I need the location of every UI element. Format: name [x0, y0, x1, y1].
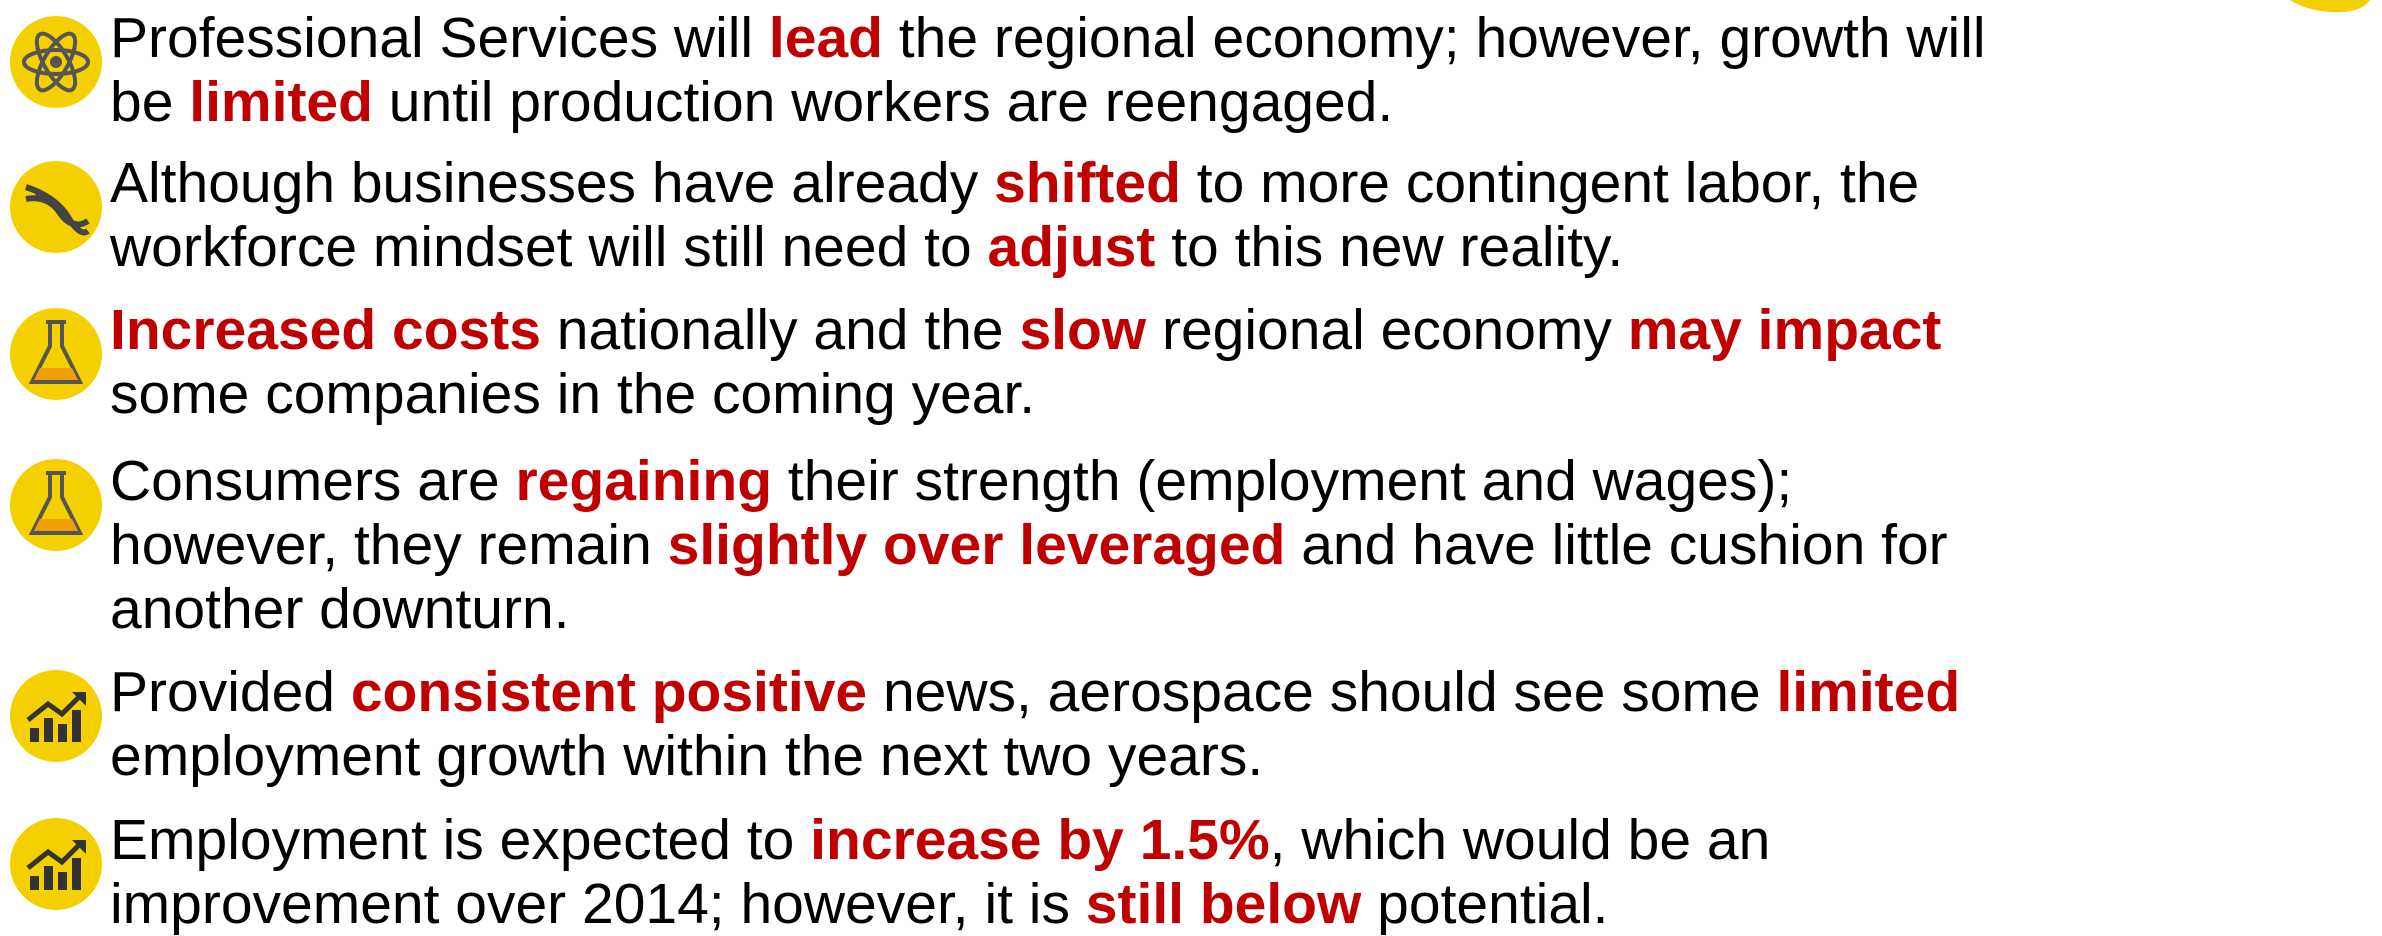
highlighted-text: slightly over leveraged	[667, 513, 1286, 577]
text: workforce mindset will still need to	[110, 215, 988, 279]
text-line: Provided consistent positive news, aeros…	[110, 660, 1960, 724]
text: Employment is expected to	[110, 808, 811, 872]
text-line: some companies in the coming year.	[110, 362, 1941, 426]
text-line: Consumers are regaining their strength (…	[110, 449, 1948, 513]
text: some companies in the coming year.	[110, 362, 1036, 426]
highlighted-text: adjust	[987, 215, 1156, 279]
text: the regional economy; however, growth wi…	[882, 6, 1986, 70]
text-line: Increased costs nationally and the slow …	[110, 298, 1941, 362]
text-line: improvement over 2014; however, it is st…	[110, 872, 1770, 936]
bullet-text: Professional Services will lead the regi…	[110, 6, 1986, 134]
text: to more contingent labor, the	[1180, 151, 1920, 215]
text: and have little cushion for	[1285, 513, 1948, 577]
highlighted-text: limited	[189, 70, 373, 134]
text-line: workforce mindset will still need to adj…	[110, 215, 1919, 279]
text: employment growth within the next two ye…	[110, 724, 1264, 788]
text: Provided	[110, 660, 351, 724]
growth-chart-icon	[10, 818, 102, 910]
corner-decoration	[2290, 0, 2370, 13]
atom-icon	[10, 16, 102, 108]
text: be	[110, 70, 190, 134]
text: nationally and the	[540, 298, 1020, 362]
highlighted-text: still below	[1085, 872, 1362, 936]
highlighted-text: Increased costs	[110, 298, 541, 362]
text: regional economy	[1146, 298, 1628, 362]
text-line: Although businesses have already shifted…	[110, 151, 1919, 215]
highlighted-text: shifted	[994, 151, 1181, 215]
text: , which would be an	[1269, 808, 1771, 872]
text-line: be limited until production workers are …	[110, 70, 1986, 134]
highlighted-text: regaining	[515, 449, 773, 513]
highlighted-text: slow	[1019, 298, 1147, 362]
flask-icon	[10, 459, 102, 551]
text-line: Employment is expected to increase by 1.…	[110, 808, 1770, 872]
highlighted-text: consistent positive	[350, 660, 868, 724]
highlighted-text: lead	[768, 6, 883, 70]
highlighted-text: limited	[1776, 660, 1961, 724]
text: their strength (employment and wages);	[772, 449, 1793, 513]
text-line: employment growth within the next two ye…	[110, 724, 1960, 788]
text-line: Professional Services will lead the regi…	[110, 6, 1986, 70]
text: Consumers are	[110, 449, 516, 513]
text: news, aerospace should see some	[867, 660, 1777, 724]
bullet-text: Employment is expected to increase by 1.…	[110, 808, 1770, 936]
text: another downturn.	[110, 577, 570, 641]
text-line: however, they remain slightly over lever…	[110, 513, 1948, 577]
dna-icon	[10, 161, 102, 253]
bullet-text: Although businesses have already shifted…	[110, 151, 1919, 279]
bullet-text: Increased costs nationally and the slow …	[110, 298, 1941, 426]
bullet-text: Consumers are regaining their strength (…	[110, 449, 1948, 641]
text: potential.	[1361, 872, 1609, 936]
text: improvement over 2014; however, it is	[110, 872, 1086, 936]
growth-chart-icon	[10, 670, 102, 762]
text: Although businesses have already	[110, 151, 995, 215]
text: to this new reality.	[1155, 215, 1624, 279]
text: Professional Services will	[110, 6, 769, 70]
text-line: another downturn.	[110, 577, 1948, 641]
highlighted-text: may impact	[1627, 298, 1942, 362]
text: however, they remain	[110, 513, 668, 577]
highlighted-text: increase by 1.5%	[810, 808, 1270, 872]
flask-icon	[10, 308, 102, 400]
bullet-text: Provided consistent positive news, aeros…	[110, 660, 1960, 788]
text: until production workers are reengaged.	[372, 70, 1394, 134]
